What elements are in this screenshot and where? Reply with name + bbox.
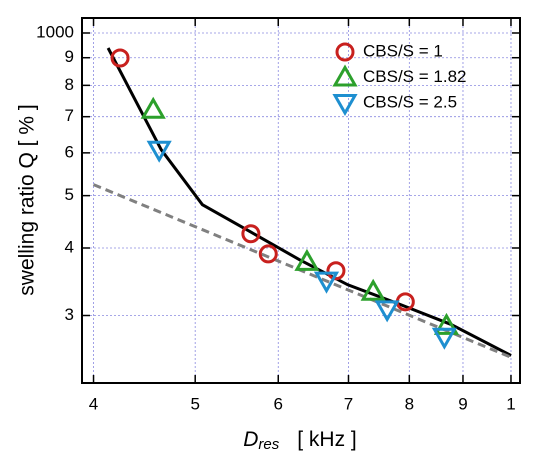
- x-tick-label: 9: [458, 394, 467, 413]
- x-label-sub: res: [258, 436, 279, 453]
- marker: [431, 327, 457, 350]
- y-tick-label: 7: [65, 106, 74, 125]
- fit-line: [92, 183, 512, 359]
- marker: [374, 300, 400, 323]
- legend-label: CBS/S = 1: [363, 41, 443, 60]
- marker: [110, 48, 130, 68]
- legend-marker: [332, 94, 358, 117]
- marker: [313, 271, 340, 294]
- y-tick-label: 3: [65, 305, 74, 324]
- x-axis-label: Dres [ kHz ]: [243, 428, 357, 453]
- y-tick-label: 1000: [36, 22, 74, 41]
- x-tick-label: 6: [274, 394, 283, 413]
- legend-marker: [335, 42, 355, 62]
- marker: [294, 248, 320, 271]
- x-tick-label: 1: [506, 394, 515, 413]
- x-tick-label: 5: [190, 394, 199, 413]
- legend-label: CBS/S = 1.82: [363, 67, 466, 86]
- y-tick-label: 4: [65, 237, 74, 256]
- legend-label: CBS/S = 2.5: [363, 92, 457, 111]
- marker: [146, 140, 172, 163]
- marker: [258, 244, 278, 264]
- marker: [140, 96, 166, 119]
- x-tick-label: 8: [405, 394, 414, 413]
- x-label-unit: [ kHz ]: [297, 428, 357, 451]
- x-label-main: D: [243, 428, 258, 451]
- marker: [360, 278, 386, 301]
- y-axis-label: swelling ratio Q [ % ]: [16, 104, 39, 295]
- plot-frame: [81, 17, 521, 384]
- marker: [241, 224, 261, 244]
- y-tick-label: 8: [65, 75, 74, 94]
- fit-line: [106, 47, 512, 357]
- y-tick-label: 9: [65, 47, 74, 66]
- x-tick-label: 7: [344, 394, 353, 413]
- marker: [433, 312, 460, 335]
- legend-marker: [332, 64, 358, 87]
- y-tick-label: 5: [65, 185, 74, 204]
- y-tick-label: 6: [65, 142, 74, 161]
- x-tick-label: 4: [89, 394, 98, 413]
- marker: [326, 261, 346, 281]
